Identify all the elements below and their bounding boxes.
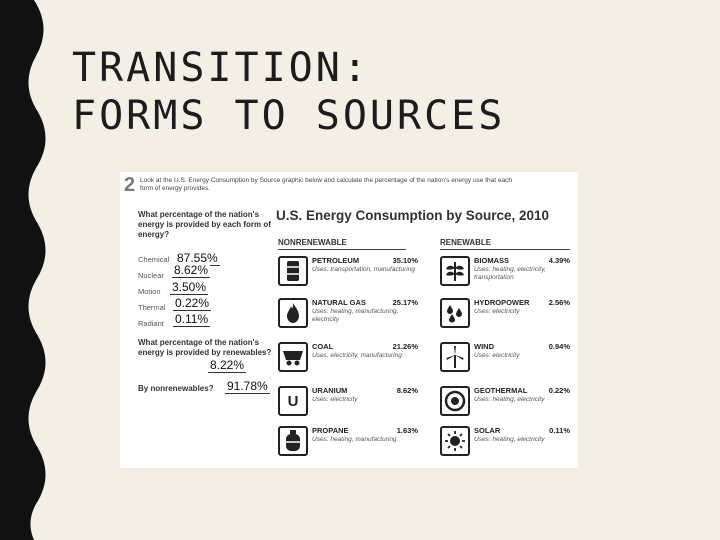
source-percent: 0.11% bbox=[549, 426, 570, 435]
source-wind: WIND 0.94% Uses: electricity bbox=[440, 340, 570, 376]
source-percent: 35.10% bbox=[392, 256, 418, 265]
flame-icon bbox=[278, 298, 308, 328]
decorative-side-stripe bbox=[0, 0, 46, 540]
source-uses: Uses: heating, electricity bbox=[474, 396, 545, 403]
source-uses: Uses: heating, electricity, transportati… bbox=[474, 266, 546, 281]
source-name: PETROLEUM bbox=[312, 256, 360, 265]
source-uses: Uses: transportation, manufacturing bbox=[312, 266, 415, 273]
energy-forms-list: Chemical Nuclear Motion Thermal Radiant bbox=[138, 252, 169, 332]
source-uranium: U URANIUM 8.62% Uses: electricity bbox=[278, 384, 418, 420]
uranium-glyph: U bbox=[287, 392, 299, 410]
source-coal: COAL 21.26% Uses: electricity, manufactu… bbox=[278, 340, 418, 376]
source-percent: 25.17% bbox=[392, 298, 418, 307]
source-petroleum: PETROLEUM 35.10% Uses: transportation, m… bbox=[278, 254, 418, 290]
source-biomass: BIOMASS 4.39% Uses: heating, electricity… bbox=[440, 254, 570, 290]
source-solar: SOLAR 0.11% Uses: heating, electricity bbox=[440, 424, 570, 460]
propane-tank-icon bbox=[278, 426, 308, 456]
consumption-chart-title: U.S. Energy Consumption by Source, 2010 bbox=[276, 208, 550, 223]
source-propane: PROPANE 1.63% Uses: heating, manufacturi… bbox=[278, 424, 418, 460]
form-label-motion: Motion bbox=[138, 287, 161, 296]
source-name: GEOTHERMAL bbox=[474, 386, 528, 395]
source-percent: 2.56% bbox=[548, 298, 570, 307]
nonrenewable-header: NONRENEWABLE bbox=[278, 238, 406, 250]
source-uses: Uses: electricity, manufacturing bbox=[312, 352, 402, 359]
answer-nuclear: 8.62% bbox=[172, 263, 211, 278]
source-name: HYDROPOWER bbox=[474, 298, 530, 307]
uranium-icon: U bbox=[278, 386, 308, 416]
source-name: WIND bbox=[474, 342, 494, 351]
slide-title-line-1: TRANSITION: bbox=[72, 45, 370, 91]
source-uses: Uses: heating, manufacturing bbox=[312, 436, 397, 443]
form-label-chemical: Chemical bbox=[138, 255, 170, 264]
source-percent: 0.22% bbox=[548, 386, 570, 395]
source-name: URANIUM bbox=[312, 386, 348, 395]
source-percent: 0.94% bbox=[548, 342, 570, 351]
question-nonrenewables: By nonrenewables? bbox=[138, 384, 214, 393]
question-forms: What percentage of the nation's energy i… bbox=[138, 210, 271, 239]
source-name: SOLAR bbox=[474, 426, 501, 435]
biomass-leaf-icon bbox=[440, 256, 470, 286]
question-renewables: What percentage of the nation's energy i… bbox=[138, 338, 272, 357]
sun-icon bbox=[440, 426, 470, 456]
source-percent: 1.63% bbox=[396, 426, 418, 435]
form-label-thermal: Thermal bbox=[138, 303, 166, 312]
renewable-header: RENEWABLE bbox=[440, 238, 570, 250]
wind-turbine-icon bbox=[440, 342, 470, 372]
answer-nonrenewables: 91.78% bbox=[225, 379, 270, 394]
worksheet-number: 2 bbox=[124, 174, 136, 196]
source-uses: Uses: electricity bbox=[474, 308, 520, 315]
slide-title-line-2: FORMS TO SOURCES bbox=[72, 93, 506, 139]
answer-thermal: 0.22% bbox=[173, 296, 212, 311]
answer-renewables: 8.22% bbox=[208, 358, 247, 373]
water-drops-icon bbox=[440, 298, 470, 328]
source-name: COAL bbox=[312, 342, 334, 351]
form-label-radiant: Radiant bbox=[138, 319, 164, 328]
source-percent: 8.62% bbox=[396, 386, 418, 395]
source-name: NATURAL GAS bbox=[312, 298, 366, 307]
oil-barrel-icon bbox=[278, 256, 308, 286]
source-name: BIOMASS bbox=[474, 256, 510, 265]
coal-cart-icon bbox=[278, 342, 308, 372]
slide-title: TRANSITION: FORMS TO SOURCES bbox=[72, 44, 505, 140]
geothermal-icon bbox=[440, 386, 470, 416]
source-percent: 4.39% bbox=[548, 256, 570, 265]
source-name: PROPANE bbox=[312, 426, 349, 435]
source-uses: Uses: electricity bbox=[474, 352, 520, 359]
source-uses: Uses: heating, manufacturing, electricit… bbox=[312, 308, 399, 323]
answer-radiant: 0.11% bbox=[173, 312, 211, 327]
worksheet-instructions: Look at the U.S. Energy Consumption by S… bbox=[140, 177, 512, 192]
form-label-nuclear: Nuclear bbox=[138, 271, 164, 280]
source-hydropower: HYDROPOWER 2.56% Uses: electricity bbox=[440, 296, 570, 332]
source-uses: Uses: heating, electricity bbox=[474, 436, 545, 443]
worksheet-image: 2 Look at the U.S. Energy Consumption by… bbox=[120, 172, 578, 468]
answer-motion: 3.50% bbox=[170, 280, 209, 295]
source-uses: Uses: electricity bbox=[312, 396, 358, 403]
source-natural-gas: NATURAL GAS 25.17% Uses: heating, manufa… bbox=[278, 296, 418, 332]
source-geothermal: GEOTHERMAL 0.22% Uses: heating, electric… bbox=[440, 384, 570, 420]
source-percent: 21.26% bbox=[392, 342, 418, 351]
